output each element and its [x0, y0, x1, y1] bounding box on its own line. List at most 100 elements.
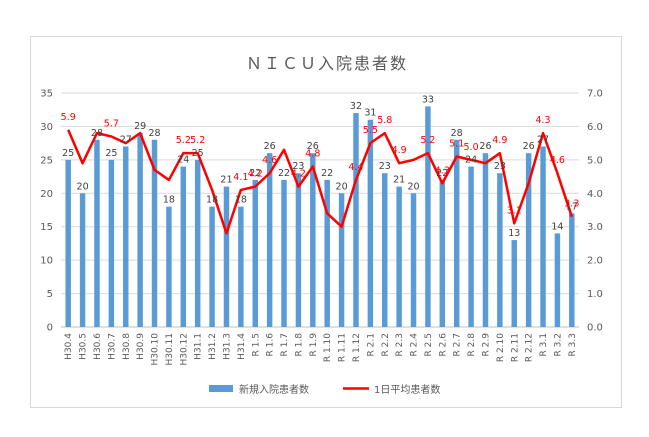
x-tick-label: H30.9: [136, 333, 146, 360]
x-tick-label: R 2.4: [410, 333, 420, 357]
bar-data-label: 20: [336, 181, 348, 192]
bar-data-label: 26: [307, 141, 319, 152]
line-data-label: 5.0: [464, 142, 479, 153]
bar-data-label: 25: [105, 148, 117, 159]
line-data-labels: 5.95.75.2 5.24.1 4.24.64.24.84.45.55.84.95…: [61, 112, 580, 217]
y-left-tick-label: 20: [40, 189, 53, 200]
bar: [166, 206, 172, 327]
line-data-label: 5.7: [104, 118, 119, 129]
bar-data-label: 18: [163, 195, 175, 206]
line-data-label: 5.5: [363, 125, 378, 136]
line-data-label: 5.2: [190, 135, 205, 146]
bar: [281, 179, 287, 327]
bar-data-label: 28: [91, 128, 103, 139]
bar: [252, 179, 258, 327]
x-tick-label: R 2.5: [424, 333, 434, 356]
line-data-label: 4.9: [492, 135, 507, 146]
x-tick-label: H31.1: [194, 333, 204, 360]
bar: [94, 139, 100, 327]
x-tick-label: R 2.3: [395, 333, 405, 356]
bar: [396, 186, 402, 327]
bar: [353, 113, 359, 327]
bar-data-label: 22: [249, 168, 261, 179]
y-right-tick-label: 1.0: [587, 289, 603, 300]
bar-data-label: 28: [451, 128, 463, 139]
bar-data-label: 32: [350, 101, 362, 112]
bar: [410, 193, 417, 327]
bar: [209, 206, 215, 327]
bar-data-label: 28: [148, 128, 160, 139]
x-tick-label: H31.4: [237, 333, 247, 360]
bar: [511, 240, 517, 327]
bar-data-label: 23: [379, 161, 391, 172]
bar: [425, 106, 431, 327]
line-data-label: 4.2: [291, 169, 306, 180]
bar-data-label: 27: [120, 134, 132, 145]
x-tick-label: R 3.2: [553, 333, 563, 356]
x-tick-label: H30.4: [64, 333, 74, 360]
bar: [123, 146, 129, 327]
chart-title: ＮＩＣＵ入院患者数: [246, 54, 408, 73]
line-data-label: 4.4: [348, 162, 363, 173]
x-tick-label: R 2.8: [467, 333, 477, 357]
bar: [497, 173, 503, 327]
x-tick-label: R 1.9: [309, 333, 319, 357]
bar-data-label: 27: [537, 134, 549, 145]
bar: [137, 133, 143, 327]
bar-series: [65, 106, 575, 327]
x-tick-label: R 2.11: [510, 333, 520, 362]
bar: [569, 213, 575, 327]
bar-data-label: 24: [177, 155, 189, 166]
line-data-label: 4.6: [262, 155, 277, 166]
x-tick-label: R 3.3: [568, 333, 578, 356]
bar-data-label: 29: [134, 121, 146, 132]
y-right-tick-label: 6.0: [587, 122, 603, 133]
bar: [540, 146, 546, 327]
bar: [65, 159, 71, 327]
x-tick-label: R 2.6: [438, 333, 448, 357]
bar-data-label: 26: [479, 141, 491, 152]
y-axis-left-ticks: 0 5 10 15 20 25 30 35: [40, 89, 53, 334]
line-data-label: 5.8: [377, 115, 392, 126]
x-tick-label: H30.12: [179, 333, 189, 366]
line-data-label: 3.3: [564, 199, 579, 210]
x-tick-label: H30.5: [79, 333, 89, 360]
line-path: [67, 129, 573, 235]
line-data-label: 5.9: [61, 112, 76, 123]
line-data-label: 4.3: [535, 115, 550, 126]
bar-data-label: 21: [220, 175, 232, 186]
bar: [324, 179, 330, 327]
x-tick-label: R 2.7: [453, 333, 463, 356]
legend-line-label: 1日平均患者数: [374, 383, 440, 396]
x-tick-label: R 1.12: [352, 333, 362, 362]
x-tick-label: R 1.11: [338, 333, 348, 362]
bar: [223, 186, 230, 327]
y-left-tick-label: 0: [47, 323, 53, 334]
bar: [382, 173, 388, 327]
bar: [194, 159, 201, 327]
bar-data-label: 13: [508, 228, 520, 239]
line-data-label: 5.1: [449, 139, 464, 150]
y-left-tick-label: 5: [47, 289, 53, 300]
x-tick-label: R 3.1: [539, 333, 549, 356]
x-tick-label: R 1.5: [251, 333, 261, 356]
y-left-tick-label: 10: [40, 256, 53, 267]
x-tick-label: R 2.1: [366, 333, 376, 356]
bar-data-label: 24: [465, 155, 477, 166]
bar-data-label: 18: [235, 195, 247, 206]
x-tick-label: H30.10: [151, 333, 161, 366]
bar: [295, 173, 302, 327]
bar-data-label: 21: [393, 175, 405, 186]
bar-data-label: 20: [77, 181, 89, 192]
y-right-tick-label: 7.0: [587, 89, 603, 100]
bar-data-label: 25: [62, 148, 74, 159]
legend: 新規入院患者数 1日平均患者数: [209, 383, 440, 396]
bar-data-label: 26: [264, 141, 276, 152]
line-data-label: 4.1: [233, 172, 248, 183]
y-right-tick-label: 5.0: [587, 155, 603, 166]
line-data-label: 4.3: [435, 165, 450, 176]
bar: [108, 159, 115, 327]
legend-bar-swatch: [209, 385, 233, 392]
x-tick-label: H30.6: [93, 333, 103, 360]
bar: [525, 153, 532, 327]
